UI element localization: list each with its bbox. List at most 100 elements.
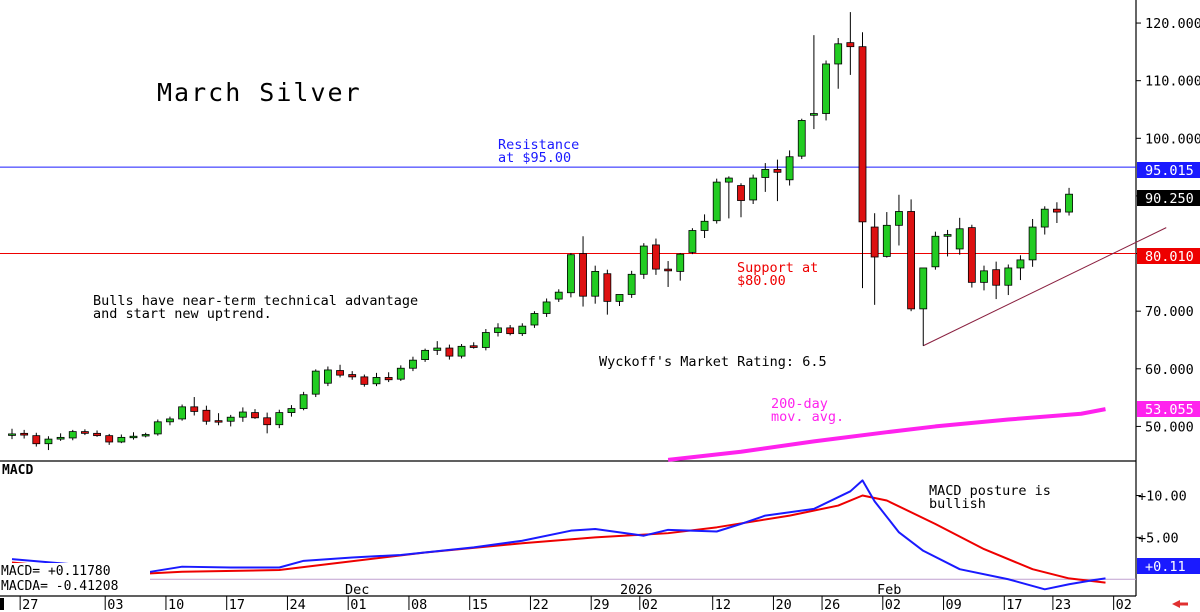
x-day-label: 17 — [1006, 597, 1022, 612]
macd-tick-label: +10.00 — [1138, 489, 1187, 505]
chart-background — [0, 0, 1136, 612]
x-day-label: 29 — [593, 597, 609, 612]
x-day-label: 17 — [229, 597, 245, 612]
candle — [129, 432, 138, 440]
price-tick-label: 70.000 — [1145, 304, 1194, 320]
candle — [639, 243, 648, 279]
candle-body-up — [943, 234, 952, 237]
macd-readout: MACD= +0.11780 — [1, 564, 111, 579]
candle — [627, 270, 636, 298]
candle — [68, 429, 77, 441]
x-day-label: 02 — [642, 597, 658, 612]
candle-body-up — [141, 434, 150, 437]
price-tick-label: 110.000 — [1145, 74, 1200, 90]
candle — [20, 429, 29, 439]
uptrend-line — [923, 227, 1167, 347]
candle — [980, 265, 988, 291]
macd-badge-bg — [1137, 558, 1200, 574]
price-tick-label: 50.000 — [1145, 419, 1194, 435]
macd-note-line1: MACD posture is — [929, 483, 1051, 499]
candle — [299, 391, 308, 411]
candle-body-down — [907, 211, 915, 310]
candle-body-up — [882, 224, 891, 257]
candle-body-down — [992, 269, 1001, 286]
candle — [664, 261, 672, 287]
x-month-label: Dec — [345, 582, 369, 598]
candle — [907, 199, 915, 312]
candle — [749, 174, 758, 204]
macd-note-line2: bullish — [929, 496, 986, 512]
candle-body-up — [1016, 259, 1025, 269]
x-day-label: 20 — [775, 597, 791, 612]
x-day-label: 15 — [472, 597, 488, 612]
candle-body-up — [56, 436, 65, 440]
candle-body-down — [81, 431, 89, 434]
candle-body-up — [712, 181, 721, 222]
x-day-label: 09 — [946, 597, 962, 612]
macd-lines — [11, 479, 1106, 591]
x-day-label: 24 — [289, 597, 305, 612]
candle — [591, 265, 600, 304]
x-day-label: 02 — [885, 597, 901, 612]
x-day-label: 10 — [168, 597, 184, 612]
macd-badge: +0.11 — [1145, 559, 1186, 575]
x-month-label: Feb — [877, 582, 901, 598]
candle-body-down — [967, 227, 976, 283]
candle-body-up — [8, 433, 16, 436]
macda-line — [11, 494, 1106, 584]
candle — [360, 374, 369, 387]
candle — [166, 416, 174, 426]
candle-body-up — [153, 421, 162, 435]
bulls-note-line1: Bulls have near-term technical advantage — [93, 293, 418, 309]
support-badge-bg — [1137, 248, 1200, 264]
candle-body-up — [627, 273, 636, 295]
candle-body-down — [506, 327, 515, 335]
x-day-label: 01 — [350, 597, 366, 612]
x-month-label: 2026 — [620, 582, 653, 598]
candle — [481, 329, 490, 351]
candle-body-up — [676, 253, 685, 272]
candle-body-down — [579, 253, 587, 297]
candle — [287, 405, 296, 417]
ma200-polyline — [667, 407, 1106, 462]
resistance-label-line1: Resistance — [498, 137, 579, 153]
candle-body-up — [409, 359, 417, 369]
candle-body-up — [1040, 208, 1049, 228]
x-day-label: 08 — [411, 597, 427, 612]
candle — [153, 419, 162, 436]
candle — [554, 289, 563, 302]
candle — [858, 32, 867, 289]
candle-body-up — [980, 270, 988, 283]
x-day-label: 22 — [532, 597, 548, 612]
candle-body-up — [299, 394, 308, 409]
candle — [141, 432, 150, 438]
candle — [652, 238, 660, 275]
candle — [311, 369, 320, 398]
candle-body-up — [311, 370, 320, 395]
candle — [834, 38, 843, 89]
candle-body-down — [263, 417, 272, 426]
candle — [615, 294, 624, 306]
candle-body-down — [336, 370, 344, 376]
candle-body-up — [955, 228, 964, 250]
candle-body-up — [931, 235, 940, 268]
candle-body-up — [1004, 267, 1013, 286]
ma-label-line1: 200-day — [771, 396, 828, 412]
candle — [445, 344, 454, 360]
candle — [518, 323, 527, 336]
candle — [943, 229, 952, 257]
candle — [712, 178, 721, 224]
candle — [372, 372, 381, 387]
candle-body-up — [530, 313, 539, 326]
ma200-line — [667, 407, 1106, 462]
candle — [1028, 218, 1037, 267]
candle — [724, 176, 733, 219]
candle — [895, 194, 903, 246]
candle — [530, 311, 539, 328]
candle — [700, 214, 709, 238]
candle-body-up — [1028, 226, 1037, 261]
scroll-left-arrow-icon[interactable] — [1172, 600, 1188, 608]
macda-readout: MACDA= -0.41208 — [1, 579, 118, 594]
candle — [846, 12, 855, 75]
candle — [190, 397, 199, 416]
